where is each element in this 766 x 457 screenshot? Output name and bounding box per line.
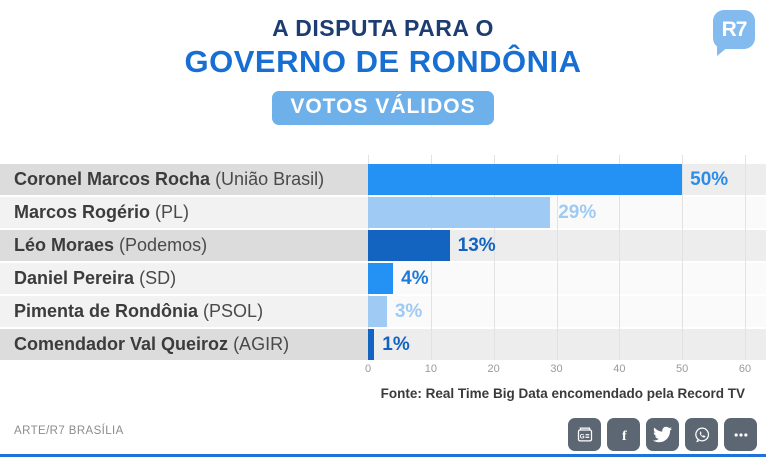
header: A DISPUTA PARA O GOVERNO DE RONDÔNIA VOT…	[0, 15, 766, 125]
candidate-party: (União Brasil)	[215, 169, 325, 189]
twitter-icon	[653, 425, 672, 444]
candidate-name: Léo Moraes	[14, 235, 115, 255]
whatsapp-share-button[interactable]	[685, 418, 718, 451]
candidate-party: (SD)	[139, 268, 177, 288]
bar-value-label: 29%	[558, 202, 597, 223]
x-axis-tick: 60	[738, 363, 752, 375]
more-share-button[interactable]	[724, 418, 757, 451]
x-axis-tick: 40	[613, 363, 626, 375]
candidate-name: Marcos Rogério	[14, 202, 151, 222]
candidate-name: Daniel Pereira	[14, 268, 135, 288]
candidate-label: Daniel Pereira (SD)	[0, 263, 368, 294]
facebook-icon: f	[614, 425, 634, 445]
whatsapp-icon	[692, 425, 712, 445]
candidate-party: (AGIR)	[233, 334, 290, 354]
r7-logo: R7	[713, 10, 755, 56]
bar-value-label: 50%	[690, 169, 729, 190]
bar-value-label: 1%	[382, 334, 410, 355]
source-note: Fonte: Real Time Big Data encomendado pe…	[380, 386, 745, 401]
row-plot: 4%	[368, 263, 766, 294]
chart-row: Coronel Marcos Rocha (União Brasil) 50%	[0, 164, 766, 195]
candidate-label: Marcos Rogério (PL)	[0, 197, 368, 228]
page-title-line1: A DISPUTA PARA O	[272, 15, 494, 41]
x-axis: 0 10 20 30 40 50 60	[364, 360, 751, 377]
candidate-party: (Podemos)	[119, 235, 208, 255]
x-axis-tick: 50	[676, 363, 689, 375]
x-axis-tick: 10	[424, 363, 437, 375]
r7-logo-text: R7	[721, 17, 748, 41]
facebook-share-button[interactable]: f	[607, 418, 640, 451]
candidate-label: Léo Moraes (Podemos)	[0, 230, 368, 261]
chart-row: Daniel Pereira (SD) 4%	[0, 263, 766, 294]
bar	[368, 263, 394, 294]
chart-row: Pimenta de Rondônia (PSOL) 3%	[0, 296, 766, 327]
bar-value-label: 4%	[401, 268, 429, 289]
candidate-party: (PSOL)	[203, 301, 264, 321]
row-plot: 3%	[368, 296, 766, 327]
bar-value-label: 13%	[457, 235, 496, 256]
chart-row: Léo Moraes (Podemos) 13%	[0, 230, 766, 261]
google-news-share-button[interactable]: G	[568, 418, 601, 451]
row-plot: 29%	[368, 197, 766, 228]
bar-chart: Coronel Marcos Rocha (União Brasil) 50% Ma…	[0, 155, 766, 401]
bar	[368, 296, 387, 327]
candidate-label: Coronel Marcos Rocha (União Brasil)	[0, 164, 368, 195]
twitter-share-button[interactable]	[646, 418, 679, 451]
row-plot: 1%	[368, 329, 766, 360]
chart-body: Coronel Marcos Rocha (União Brasil) 50% Ma…	[0, 155, 766, 360]
bar	[368, 329, 375, 360]
x-axis-tick: 20	[487, 363, 500, 375]
bar	[368, 164, 683, 195]
candidate-label: Comendador Val Queiroz (AGIR)	[0, 329, 368, 360]
bar	[368, 230, 450, 261]
candidate-label: Pimenta de Rondônia (PSOL)	[0, 296, 368, 327]
bar	[368, 197, 551, 228]
chart-row: Marcos Rogério (PL) 29%	[0, 197, 766, 228]
bar-value-label: 3%	[394, 301, 423, 322]
more-icon	[731, 425, 751, 445]
valid-votes-badge: VOTOS VÁLIDOS	[272, 90, 494, 125]
x-axis-tick: 30	[550, 363, 563, 375]
svg-text:f: f	[622, 428, 627, 444]
svg-text:G: G	[579, 433, 584, 440]
google-news-icon: G	[575, 425, 595, 445]
row-plot: 50%	[368, 164, 766, 195]
page-title-line2: GOVERNO DE RONDÔNIA	[184, 44, 582, 80]
chart-row: Comendador Val Queiroz (AGIR) 1%	[0, 329, 766, 360]
candidate-name: Coronel Marcos Rocha	[14, 169, 211, 189]
row-plot: 13%	[368, 230, 766, 261]
bottom-accent-strip	[0, 454, 766, 457]
chart-rows: Coronel Marcos Rocha (União Brasil) 50% Ma…	[0, 164, 766, 360]
candidate-name: Pimenta de Rondônia	[14, 301, 199, 321]
x-axis-tick: 0	[364, 363, 372, 375]
candidate-party: (PL)	[155, 202, 190, 222]
art-credit: ARTE/R7 BRASÍLIA	[14, 425, 124, 437]
candidate-name: Comendador Val Queiroz	[14, 334, 229, 354]
